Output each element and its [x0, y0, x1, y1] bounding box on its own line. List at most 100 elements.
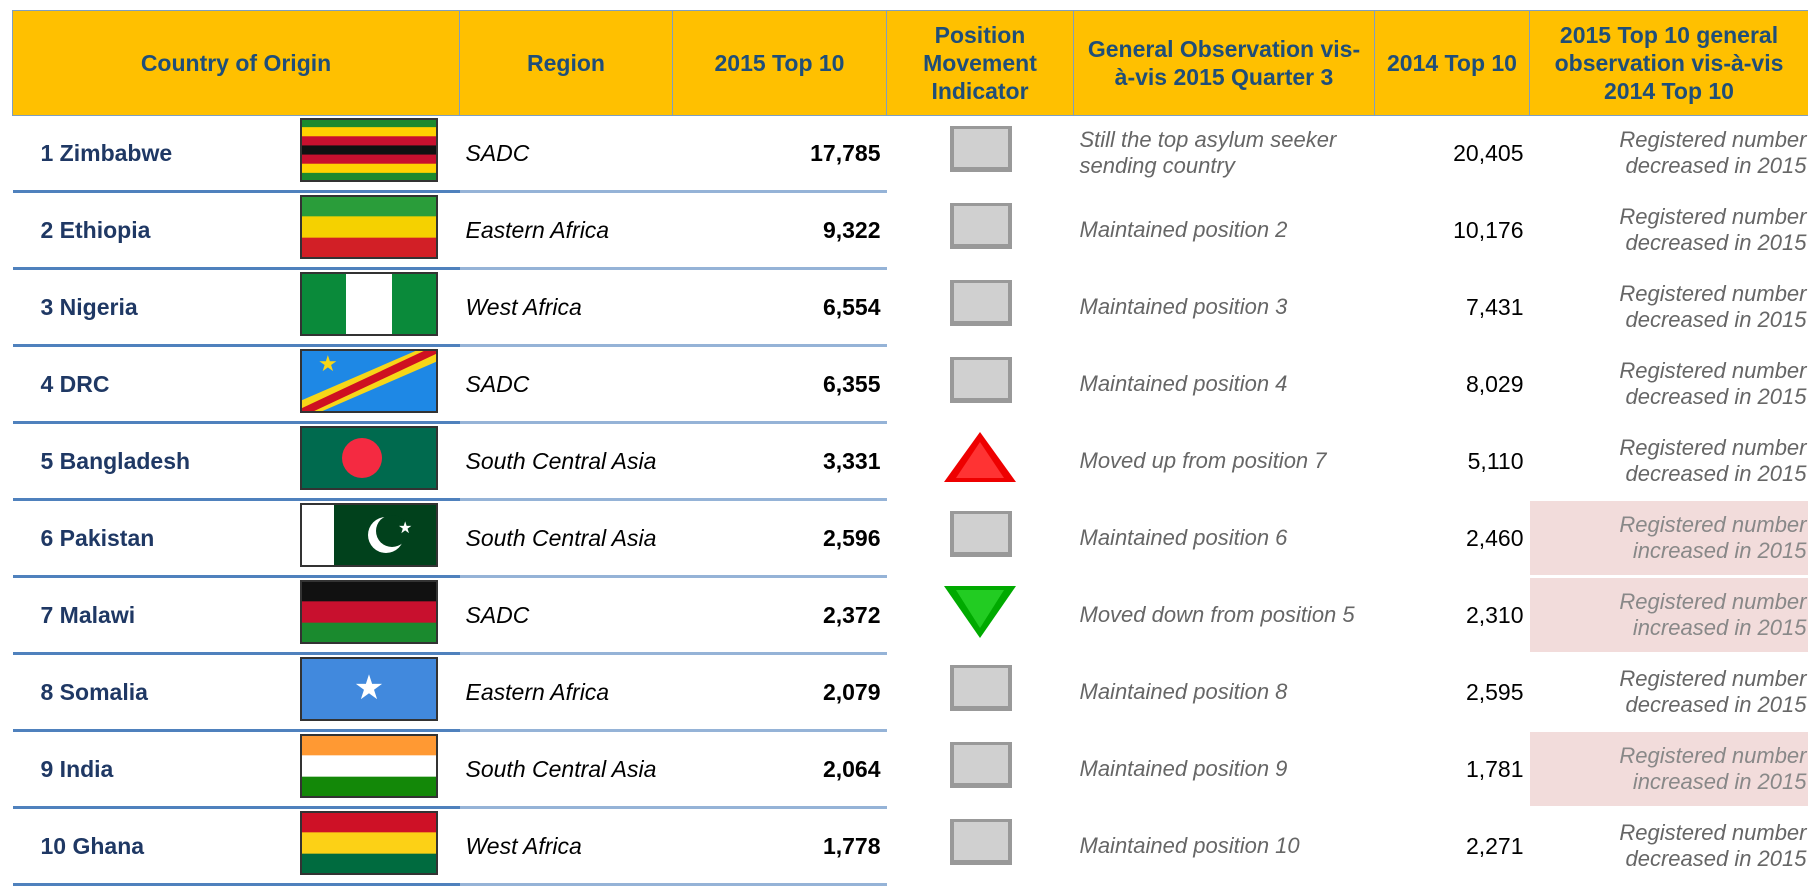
flag: [299, 580, 438, 645]
country-cell: 2 Ethiopia: [12, 191, 300, 270]
observation-cell: Moved up from position 7: [1073, 422, 1375, 501]
region-cell: South Central Asia: [459, 730, 673, 809]
country-cell: 5 Bangladesh: [12, 422, 300, 501]
observation-cell: Maintained position 6: [1073, 499, 1375, 578]
flag-cell: [299, 807, 460, 886]
indicator-cell: [886, 807, 1074, 886]
column-header: 2014 Top 10: [1374, 10, 1530, 116]
value-2014-cell: 20,405: [1374, 115, 1530, 193]
value-2015-cell: 2,596: [672, 499, 887, 578]
value-2014-cell: 7,431: [1374, 268, 1530, 347]
movement-indicator: [950, 511, 1012, 557]
value-2015-cell: 2,372: [672, 576, 887, 655]
comparison-cell: Registered number increased in 2015: [1529, 576, 1808, 655]
flag: ★: [299, 503, 438, 567]
indicator-cell: [886, 499, 1074, 578]
value-2015-cell: 1,778: [672, 807, 887, 886]
column-header: Position Movement Indicator: [886, 10, 1074, 116]
comparison-cell: Registered number decreased in 2015: [1529, 115, 1808, 193]
comparison-cell: Registered number increased in 2015: [1529, 730, 1808, 809]
value-2014-cell: 5,110: [1374, 422, 1530, 501]
value-2014-cell: 10,176: [1374, 191, 1530, 270]
value-2014-cell: 2,460: [1374, 499, 1530, 578]
value-2015-cell: 6,355: [672, 345, 887, 424]
value-2014-cell: 2,310: [1374, 576, 1530, 655]
country-cell: 4 DRC: [12, 345, 300, 424]
country-cell: 9 India: [12, 730, 300, 809]
flag-cell: ★: [299, 499, 460, 578]
table-row: 9 India South Central Asia 2,064 Maintained…: [12, 730, 1808, 809]
region-cell: SADC: [459, 345, 673, 424]
flag-cell: ★: [299, 653, 460, 732]
svg-text:★: ★: [353, 669, 383, 707]
comparison-cell: Registered number decreased in 2015: [1529, 422, 1808, 501]
movement-indicator: [950, 665, 1012, 711]
region-cell: West Africa: [459, 807, 673, 886]
movement-indicator: [950, 357, 1012, 403]
value-2014-cell: 2,595: [1374, 653, 1530, 732]
column-header: Region: [459, 10, 673, 116]
comparison-cell: Registered number decreased in 2015: [1529, 268, 1808, 347]
region-cell: SADC: [459, 576, 673, 655]
movement-indicator: [950, 126, 1012, 172]
svg-text:★: ★: [318, 351, 338, 376]
flag: [299, 118, 438, 183]
country-cell: 10 Ghana: [12, 807, 300, 886]
indicator-cell: [886, 191, 1074, 270]
region-cell: South Central Asia: [459, 422, 673, 501]
svg-text:★: ★: [398, 520, 412, 537]
table-row: 7 Malawi SADC 2,372 Moved down from positio…: [12, 576, 1808, 655]
value-2014-cell: 1,781: [1374, 730, 1530, 809]
flag-cell: [299, 576, 460, 655]
country-cell: 3 Nigeria: [12, 268, 300, 347]
column-header: Country of Origin: [12, 10, 460, 116]
table-row: 1 Zimbabwe SADC 17,785 Still the top asylum…: [12, 115, 1808, 193]
country-cell: 8 Somalia: [12, 653, 300, 732]
flag: [299, 195, 438, 260]
comparison-cell: Registered number increased in 2015: [1529, 499, 1808, 578]
indicator-cell: [886, 422, 1074, 501]
indicator-cell: [886, 653, 1074, 732]
flag-cell: [299, 730, 460, 809]
value-2014-cell: 8,029: [1374, 345, 1530, 424]
observation-cell: Maintained position 3: [1073, 268, 1375, 347]
indicator-cell: [886, 730, 1074, 809]
movement-indicator: [950, 280, 1012, 326]
flag: ★: [299, 657, 438, 721]
country-cell: 7 Malawi: [12, 576, 300, 655]
value-2015-cell: 9,322: [672, 191, 887, 270]
observation-cell: Still the top asylum seeker sending coun…: [1073, 115, 1375, 193]
flag: [299, 426, 438, 490]
flag-cell: [299, 268, 460, 347]
region-cell: West Africa: [459, 268, 673, 347]
observation-cell: Maintained position 10: [1073, 807, 1375, 886]
flag: ★: [299, 349, 438, 413]
movement-indicator: [950, 819, 1012, 865]
column-header: 2015 Top 10 general observation vis-à-vi…: [1529, 10, 1808, 116]
movement-indicator: [950, 742, 1012, 788]
flag-cell: ★: [299, 345, 460, 424]
flag-cell: [299, 191, 460, 270]
column-header: 2015 Top 10: [672, 10, 887, 116]
observation-cell: Maintained position 2: [1073, 191, 1375, 270]
observation-cell: Maintained position 8: [1073, 653, 1375, 732]
comparison-cell: Registered number decreased in 2015: [1529, 191, 1808, 270]
region-cell: Eastern Africa: [459, 653, 673, 732]
movement-indicator: [950, 203, 1012, 249]
comparison-cell: Registered number decreased in 2015: [1529, 653, 1808, 732]
country-cell: 1 Zimbabwe: [12, 115, 300, 193]
flag-cell: [299, 115, 460, 193]
flag: [299, 734, 438, 799]
movement-indicator: [944, 586, 1016, 638]
table-row: 10 Ghana West Africa 1,778 Maintained posit…: [12, 807, 1808, 886]
region-cell: Eastern Africa: [459, 191, 673, 270]
observation-cell: Moved down from position 5: [1073, 576, 1375, 655]
region-cell: South Central Asia: [459, 499, 673, 578]
flag-cell: [299, 422, 460, 501]
table-row: 5 Bangladesh South Central Asia 3,331 Moved…: [12, 422, 1808, 501]
table-row: 6 Pakistan ★ South Central Asia 2,596 Mainta…: [12, 499, 1808, 578]
value-2015-cell: 2,079: [672, 653, 887, 732]
comparison-cell: Registered number decreased in 2015: [1529, 345, 1808, 424]
value-2015-cell: 6,554: [672, 268, 887, 347]
